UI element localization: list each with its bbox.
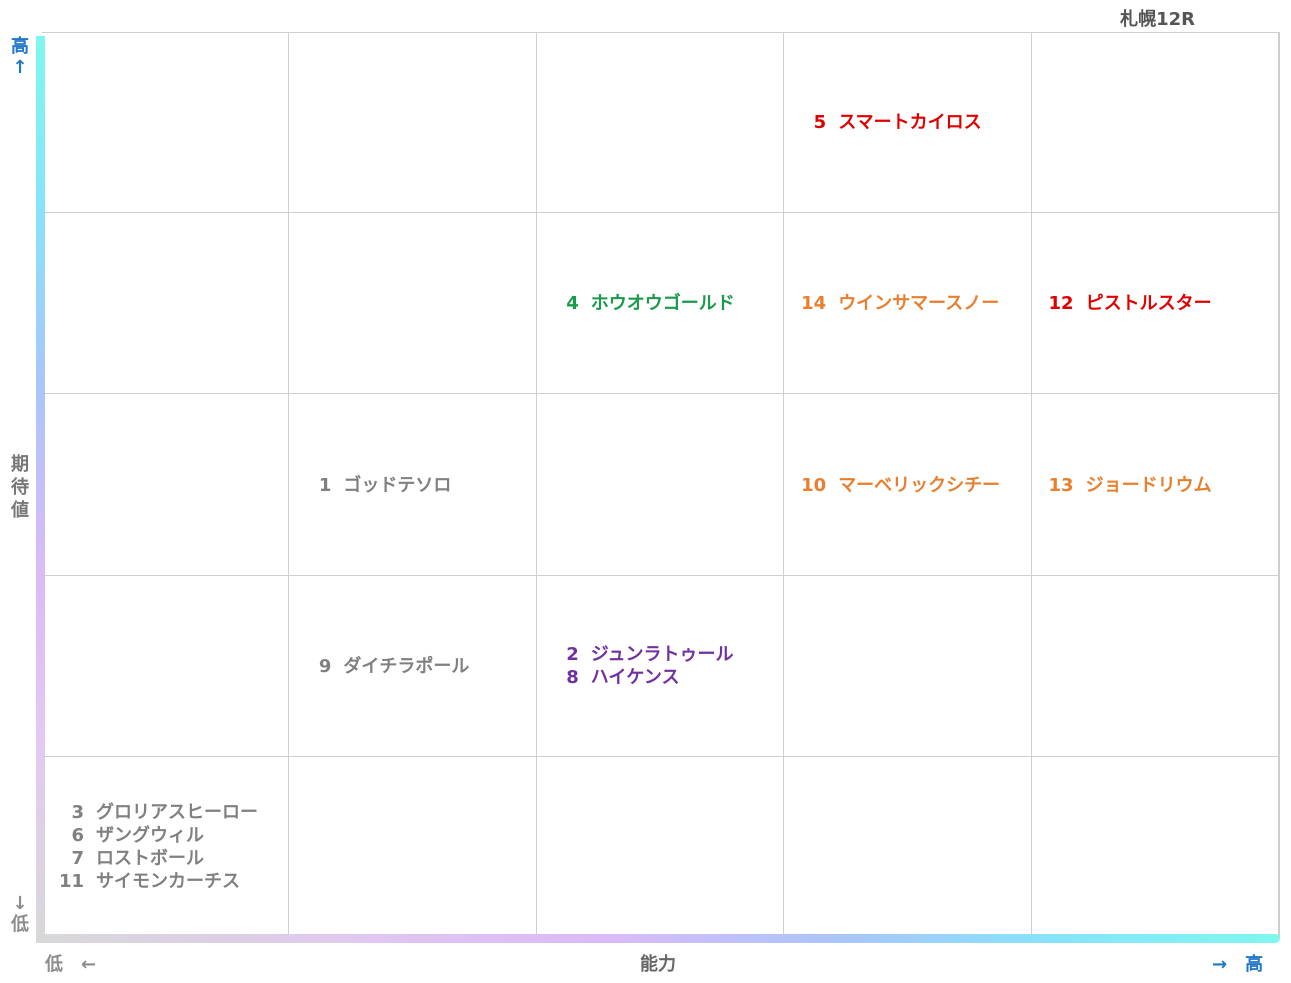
grid-cell xyxy=(536,394,785,576)
horse-entry: 8 ハイケンス xyxy=(545,666,734,689)
down-arrow-icon: ↓ xyxy=(12,893,28,914)
horse-number: 3 xyxy=(71,802,84,824)
horse-number: 13 xyxy=(1048,474,1074,496)
y-axis-high-label: 高 ↑ xyxy=(10,36,30,78)
horse-number: 4 xyxy=(566,293,579,315)
horse-name: グロリアスヒーロー xyxy=(96,802,258,824)
grid-cell xyxy=(536,756,785,938)
horse-number: 12 xyxy=(1048,293,1074,315)
horse-name: ピストルスター xyxy=(1085,293,1212,315)
horse-number: 14 xyxy=(801,293,827,315)
y-axis-bar xyxy=(36,36,45,942)
horse-group: 13 ジョードリウム xyxy=(1040,474,1212,497)
horse-group: 2 ジュンラトゥール 8 ハイケンス xyxy=(545,643,734,689)
horse-entry: 14 ウインサマースノー xyxy=(792,292,999,315)
horse-number: 7 xyxy=(71,848,84,870)
horse-group: 10 マーベリックシチー xyxy=(792,474,1000,497)
grid-cell xyxy=(1031,756,1279,938)
horse-group: 12 ピストルスター xyxy=(1040,292,1212,315)
x-axis-title: 能力 xyxy=(640,954,676,975)
horse-group: 14 ウインサマースノー xyxy=(792,292,999,315)
grid-cell xyxy=(1031,575,1279,757)
grid-cell xyxy=(42,394,290,576)
horse-number: 6 xyxy=(71,825,84,847)
horse-number: 8 xyxy=(566,667,579,689)
horse-number: 5 xyxy=(813,112,827,134)
horse-name: ジュンラトゥール xyxy=(590,644,734,666)
horse-group: 3 グロリアスヒーロー 6 ザングウィル 7 ロストボール 11 サイモンカーチス xyxy=(50,801,258,893)
grid-cell xyxy=(1031,394,1279,576)
grid-cell xyxy=(289,394,537,576)
grid-cell xyxy=(784,394,1032,576)
grid-cell xyxy=(536,213,785,395)
grid-cell xyxy=(536,575,785,757)
grid-top-border xyxy=(42,32,1280,33)
horse-entry: 3 グロリアスヒーロー xyxy=(50,801,258,824)
horse-entry: 12 ピストルスター xyxy=(1040,292,1212,315)
horse-entry: 2 ジュンラトゥール xyxy=(545,643,734,666)
grid-cell xyxy=(784,213,1032,395)
horse-name: マーベリックシチー xyxy=(838,474,1001,496)
y-title-char: 待 xyxy=(11,477,29,498)
horse-name: ホウオウゴールド xyxy=(590,293,735,315)
y-title-char: 期 xyxy=(11,454,29,475)
y-axis-title: 期 待 値 xyxy=(10,453,30,522)
grid-cell xyxy=(289,213,537,395)
horse-entry: 6 ザングウィル xyxy=(50,824,258,847)
horse-name: ロストボール xyxy=(96,848,204,870)
grid-cell xyxy=(42,575,290,757)
horse-name: サイモンカーチス xyxy=(96,871,240,893)
horse-name: ザングウィル xyxy=(96,825,204,847)
horse-entry: 9 ダイチラポール xyxy=(297,655,470,678)
horse-name: スマートカイロス xyxy=(838,112,982,134)
horse-number: 2 xyxy=(566,644,579,666)
grid-cell xyxy=(536,32,785,214)
x-axis-high-label: → 高 xyxy=(1212,954,1264,975)
grid-cell xyxy=(784,575,1032,757)
y-low-text: 低 xyxy=(11,914,29,935)
grid-cell xyxy=(289,756,537,938)
horse-number: 1 xyxy=(318,474,332,496)
horse-entry: 13 ジョードリウム xyxy=(1040,474,1212,497)
horse-name: ダイチラポール xyxy=(343,655,470,677)
horse-group: 4 ホウオウゴールド xyxy=(545,292,735,315)
horse-entry: 11 サイモンカーチス xyxy=(50,870,258,893)
grid-cell xyxy=(1031,213,1279,395)
grid-cell xyxy=(1031,32,1279,214)
horse-group: 9 ダイチラポール xyxy=(297,655,470,678)
horse-entry: 4 ホウオウゴールド xyxy=(545,292,735,315)
grid-cell xyxy=(42,32,290,214)
y-high-text: 高 xyxy=(11,36,29,57)
horse-number: 11 xyxy=(58,871,84,893)
up-arrow-icon: ↑ xyxy=(12,57,28,78)
grid-cell xyxy=(42,213,290,395)
y-axis-low-label: ↓ 低 xyxy=(10,893,30,935)
horse-group: 5 スマートカイロス xyxy=(792,111,982,134)
horse-name: ゴッドテソロ xyxy=(343,474,452,496)
grid-cell xyxy=(784,32,1032,214)
grid-cell xyxy=(784,756,1032,938)
y-title-char: 値 xyxy=(11,500,29,521)
race-title: 札幌12R xyxy=(1120,9,1195,30)
horse-group: 1 ゴッドテソロ xyxy=(297,474,452,497)
horse-name: ハイケンス xyxy=(590,667,680,689)
horse-entry: 7 ロストボール xyxy=(50,847,258,870)
x-axis-bar xyxy=(36,934,1280,943)
x-axis-low-label: 低 ← xyxy=(45,954,97,975)
grid-cell xyxy=(289,575,537,757)
horse-name: ウインサマースノー xyxy=(838,293,1000,315)
horse-number: 10 xyxy=(801,474,827,496)
horse-entry: 10 マーベリックシチー xyxy=(792,474,1000,497)
horse-entry: 1 ゴッドテソロ xyxy=(297,474,452,497)
grid-right-border xyxy=(1279,32,1280,938)
grid-cell xyxy=(289,32,537,214)
horse-number: 9 xyxy=(318,655,332,677)
horse-name: ジョードリウム xyxy=(1085,474,1212,496)
horse-entry: 5 スマートカイロス xyxy=(792,111,982,134)
